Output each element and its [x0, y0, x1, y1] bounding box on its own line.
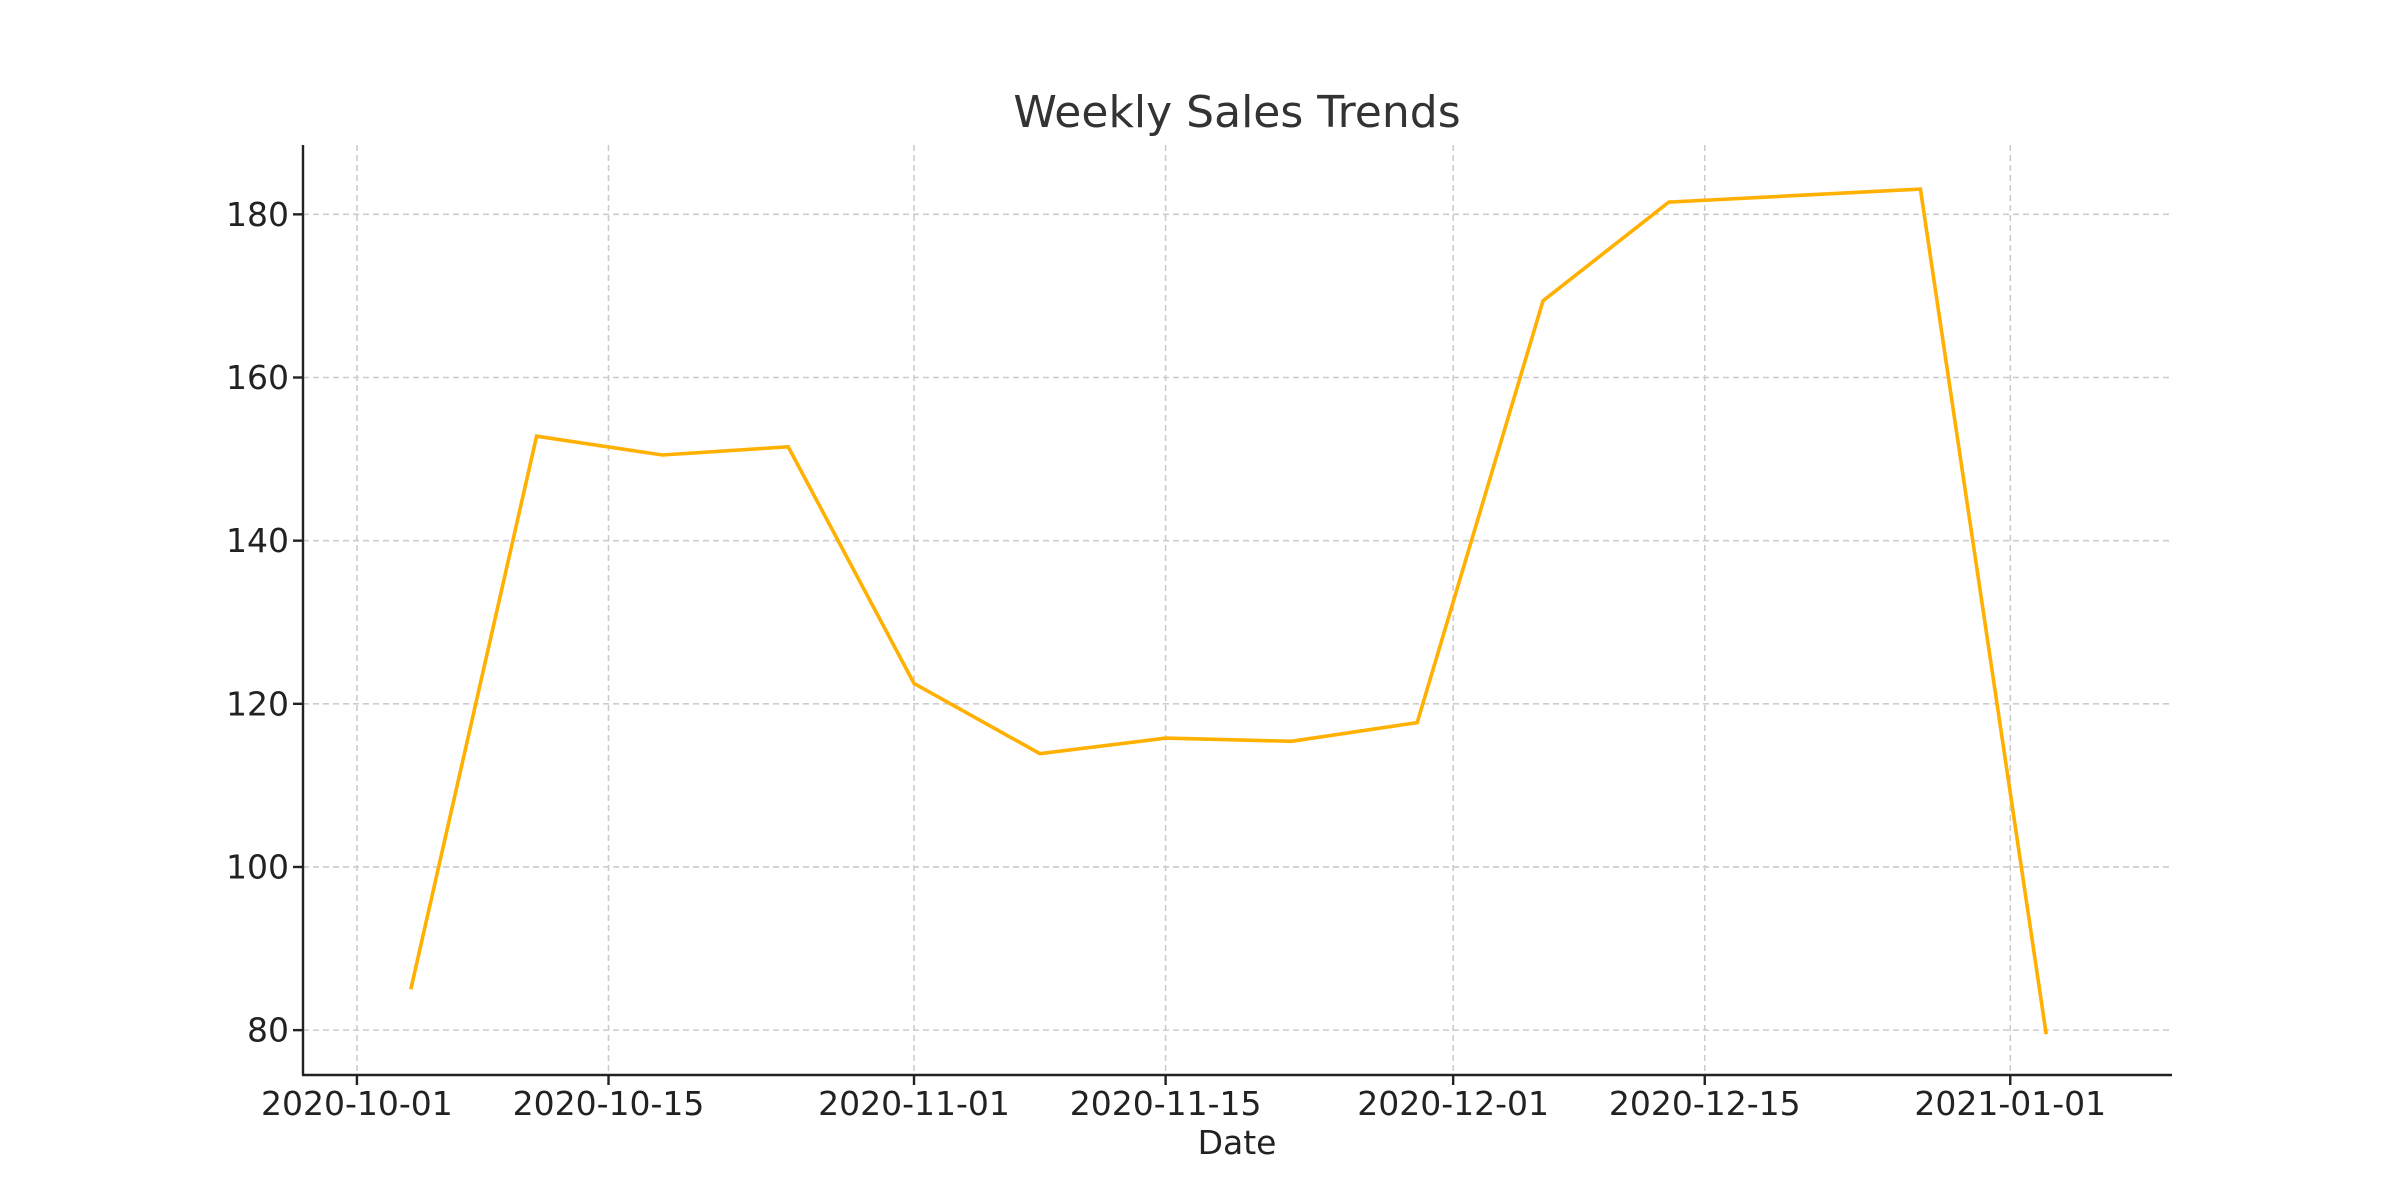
x-tick-label: 2020-11-01 — [818, 1084, 1010, 1123]
y-tick-label: 100 — [226, 847, 289, 886]
x-tick-label: 2020-10-15 — [513, 1084, 705, 1123]
y-tick-label: 120 — [226, 684, 289, 723]
series-layer — [411, 189, 2047, 1034]
y-tick-label: 140 — [226, 521, 289, 560]
y-tick-label: 180 — [226, 195, 289, 234]
x-tick-label: 2020-11-15 — [1070, 1084, 1262, 1123]
x-tick-label: 2021-01-01 — [1914, 1084, 2106, 1123]
y-tick-label: 160 — [226, 358, 289, 397]
x-axis-label: Date — [1198, 1123, 1277, 1162]
y-tick-label: 80 — [247, 1011, 289, 1050]
x-tick-label: 2020-12-15 — [1609, 1084, 1801, 1123]
axes-layer — [302, 145, 2172, 1075]
sales-series-line — [411, 189, 2046, 1034]
grid-layer — [303, 145, 2172, 1075]
x-tick-label: 2020-12-01 — [1357, 1084, 1549, 1123]
x-tick-label: 2020-10-01 — [261, 1084, 453, 1123]
chart-title: Weekly Sales Trends — [1013, 87, 1460, 138]
